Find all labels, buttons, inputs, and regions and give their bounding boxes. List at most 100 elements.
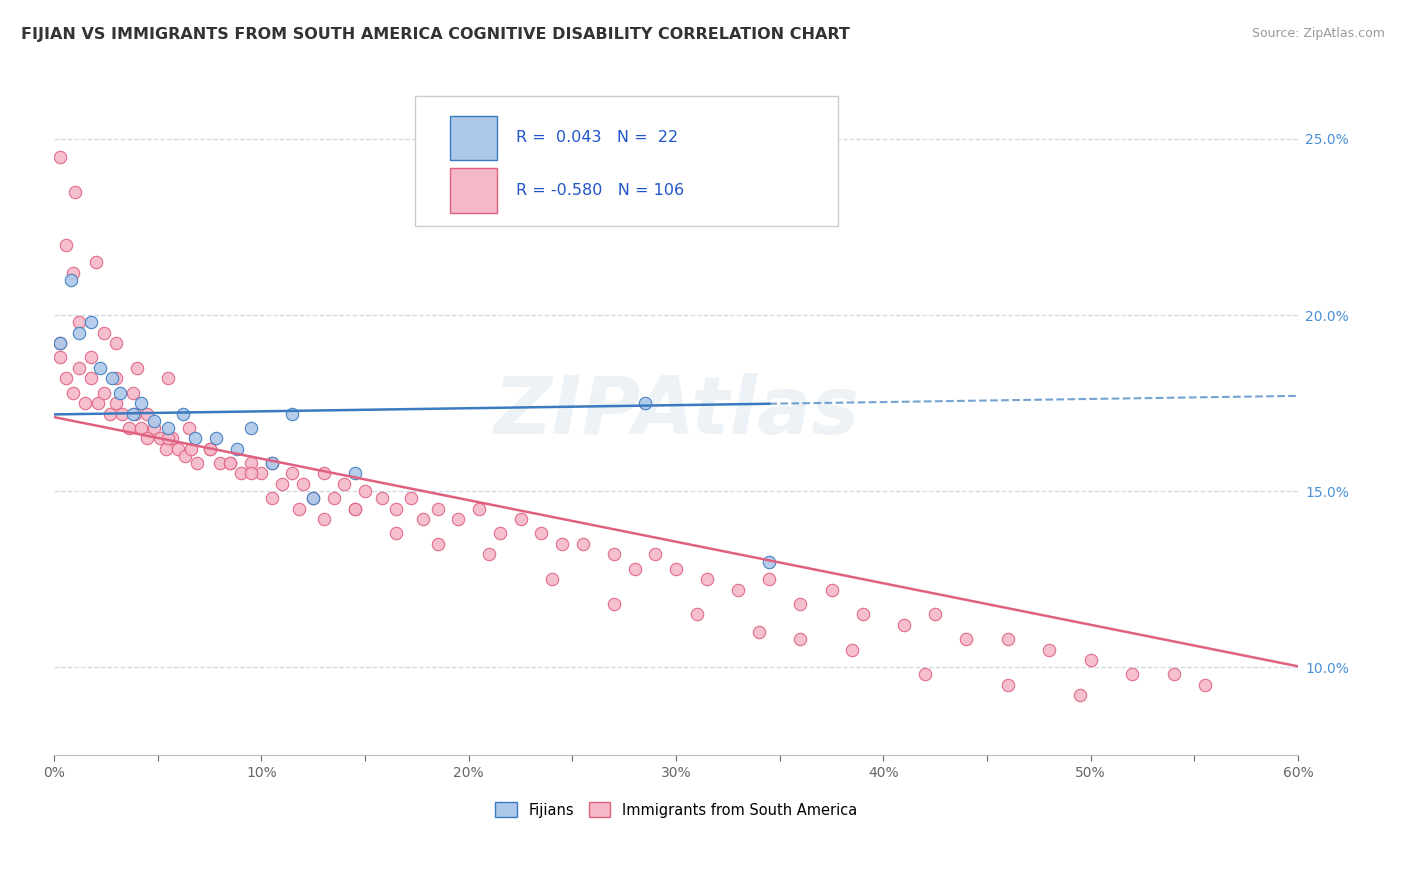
Point [110,385,132,400]
Point [198,442,221,456]
Bar [450,168,496,212]
Point [686,607,709,622]
Point [67,360,90,375]
Point [136,407,159,421]
Point [155,442,177,456]
Point [49,336,72,351]
Point [125,360,148,375]
Point [240,421,263,435]
Point [84,255,107,269]
Point [748,624,770,639]
Point [312,467,335,481]
Point [157,431,180,445]
FancyBboxPatch shape [415,96,838,227]
Point [49,351,72,365]
Point [105,336,128,351]
Point [1121,667,1143,681]
Point [1194,678,1216,692]
Point [124,407,146,421]
Point [93,385,115,400]
Point [157,421,180,435]
Point [240,467,263,481]
Point [530,526,553,541]
Text: R =  0.043   N =  22: R = 0.043 N = 22 [516,130,678,145]
Point [198,442,221,456]
Point [426,537,449,551]
Point [302,491,325,505]
Text: FIJIAN VS IMMIGRANTS FROM SOUTH AMERICA COGNITIVE DISABILITY CORRELATION CHART: FIJIAN VS IMMIGRANTS FROM SOUTH AMERICA … [21,27,851,42]
Point [75,396,97,410]
Point [105,371,128,385]
Point [323,491,346,505]
Point [343,501,366,516]
Point [385,526,408,541]
Point [63,185,86,199]
Point [852,607,875,622]
Point [49,150,72,164]
Point [758,555,780,569]
Point [80,351,103,365]
Point [540,572,562,586]
Point [997,632,1019,646]
Point [291,477,314,491]
Point [129,396,152,410]
Point [914,667,936,681]
Point [260,491,283,505]
Point [149,431,172,445]
Point [225,442,247,456]
Point [219,456,242,470]
Point [634,396,657,410]
Point [841,642,863,657]
Point [89,360,111,375]
Point [118,421,141,435]
Point [229,467,252,481]
Point [121,385,143,400]
Point [488,526,510,541]
Text: ZIPAtlas: ZIPAtlas [494,373,859,450]
Point [186,456,208,470]
Point [696,572,718,586]
Point [354,484,377,499]
Bar [450,116,496,161]
Point [67,326,90,340]
Point [399,491,422,505]
Point [62,266,84,280]
Point [789,632,811,646]
Point [281,407,304,421]
Point [1038,642,1060,657]
Point [204,431,226,445]
Point [893,618,915,632]
Point [208,456,231,470]
Point [177,421,200,435]
Point [55,237,77,252]
Point [62,385,84,400]
Point [59,273,82,287]
Point [820,582,842,597]
Point [412,512,434,526]
Point [80,315,103,329]
Point [333,477,356,491]
Point [173,449,195,463]
Point [184,431,207,445]
Point [93,326,115,340]
Point [67,315,90,329]
Point [509,512,531,526]
Point [86,396,108,410]
Point [1069,689,1091,703]
Point [129,421,152,435]
Point [49,336,72,351]
Text: R = -0.580   N = 106: R = -0.580 N = 106 [516,183,683,198]
Point [121,407,143,421]
Point [1080,653,1102,667]
Point [997,678,1019,692]
Point [271,477,294,491]
Point [727,582,749,597]
Point [343,467,366,481]
Point [287,501,309,516]
Point [603,548,626,562]
Point [468,501,491,516]
Point [101,371,124,385]
Point [80,371,103,385]
Point [250,467,273,481]
Point [924,607,946,622]
